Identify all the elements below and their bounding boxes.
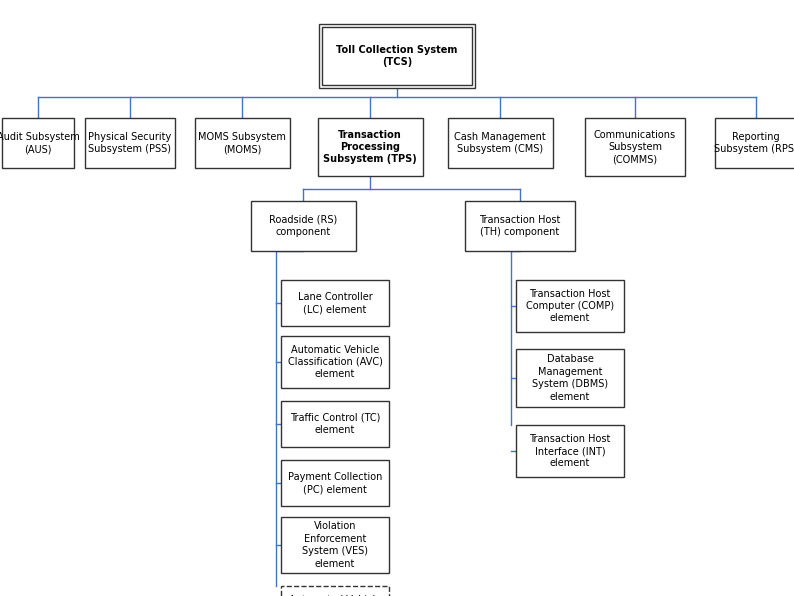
Bar bbox=[516, 349, 624, 407]
Bar bbox=[281, 401, 389, 447]
Bar bbox=[281, 280, 389, 326]
Text: Cash Management
Subsystem (CMS): Cash Management Subsystem (CMS) bbox=[454, 132, 546, 154]
Text: Lane Controller
(LC) element: Lane Controller (LC) element bbox=[298, 292, 372, 314]
Bar bbox=[2, 118, 74, 168]
Bar bbox=[281, 460, 389, 506]
Text: MOMS Subsystem
(MOMS): MOMS Subsystem (MOMS) bbox=[198, 132, 286, 154]
Text: Audit Subsystem
(AUS): Audit Subsystem (AUS) bbox=[0, 132, 79, 154]
Bar bbox=[465, 201, 575, 251]
Text: Transaction
Processing
Subsystem (TPS): Transaction Processing Subsystem (TPS) bbox=[323, 129, 417, 164]
Text: Traffic Control (TC)
element: Traffic Control (TC) element bbox=[290, 413, 380, 435]
Text: Violation
Enforcement
System (VES)
element: Violation Enforcement System (VES) eleme… bbox=[302, 522, 368, 569]
Text: Toll Collection System
(TCS): Toll Collection System (TCS) bbox=[337, 45, 457, 67]
Text: Database
Management
System (DBMS)
element: Database Management System (DBMS) elemen… bbox=[532, 355, 608, 402]
Bar bbox=[195, 118, 290, 168]
Text: Communications
Subsystem
(COMMS): Communications Subsystem (COMMS) bbox=[594, 129, 676, 164]
Text: Roadside (RS)
component: Roadside (RS) component bbox=[269, 215, 337, 237]
Text: Reporting
Subsystem (RPS): Reporting Subsystem (RPS) bbox=[714, 132, 794, 154]
Text: Automated Vehicle
Identification (AVI)
LEGACY element: Automated Vehicle Identification (AVI) L… bbox=[289, 595, 381, 596]
Text: Transaction Host
Computer (COMP)
element: Transaction Host Computer (COMP) element bbox=[526, 288, 614, 324]
Bar bbox=[516, 280, 624, 332]
Bar bbox=[585, 118, 685, 176]
Text: Payment Collection
(PC) element: Payment Collection (PC) element bbox=[287, 472, 382, 494]
Bar bbox=[319, 24, 475, 88]
Text: Physical Security
Subsystem (PSS): Physical Security Subsystem (PSS) bbox=[88, 132, 172, 154]
Bar bbox=[281, 517, 389, 573]
Text: Transaction Host
(TH) component: Transaction Host (TH) component bbox=[480, 215, 561, 237]
Text: Transaction Host
Interface (INT)
element: Transaction Host Interface (INT) element bbox=[530, 434, 611, 468]
Bar bbox=[281, 586, 389, 596]
Bar bbox=[85, 118, 175, 168]
Bar bbox=[318, 118, 422, 176]
Bar bbox=[715, 118, 794, 168]
Bar bbox=[281, 336, 389, 388]
Bar bbox=[516, 425, 624, 477]
Text: Automatic Vehicle
Classification (AVC)
element: Automatic Vehicle Classification (AVC) e… bbox=[287, 344, 383, 380]
Bar bbox=[322, 27, 472, 85]
Bar bbox=[448, 118, 553, 168]
Bar bbox=[250, 201, 356, 251]
